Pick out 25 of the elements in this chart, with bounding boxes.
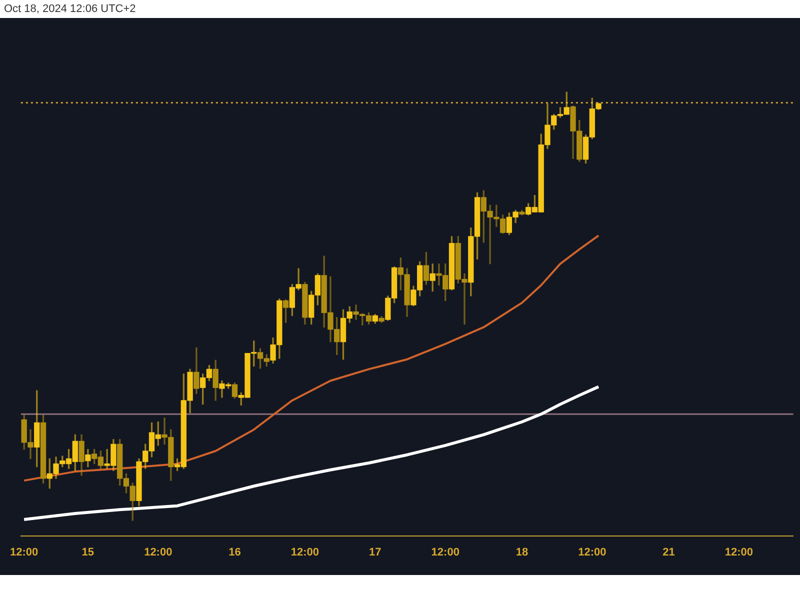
candlestick — [212, 360, 218, 401]
candlestick — [282, 299, 289, 323]
candlestick — [302, 282, 308, 325]
candlestick — [78, 434, 84, 476]
x-tick-label: 16 — [228, 546, 241, 558]
x-tick-label: 15 — [82, 546, 94, 558]
candlestick — [430, 264, 436, 292]
candlestick — [519, 210, 525, 216]
candlestick — [448, 236, 455, 290]
x-tick-label: 21 — [662, 546, 675, 558]
x-tick-label: 12:00 — [10, 546, 38, 558]
x-tick-label: 12:00 — [144, 546, 172, 558]
x-tick-label: 12:00 — [431, 546, 460, 558]
candlestick — [378, 316, 384, 323]
candlestick — [40, 414, 46, 484]
candlestick — [232, 382, 238, 399]
x-tick-label: 12:00 — [290, 546, 320, 558]
text: Oct 18, 2024 12:06 UTC+2 — [4, 3, 136, 15]
x-tick-label: 17 — [369, 546, 382, 558]
candlestick — [85, 448, 91, 468]
candlestick — [194, 347, 200, 394]
x-tick-label: 18 — [516, 546, 528, 558]
x-tick-label: 12:00 — [724, 546, 754, 558]
candlestick — [34, 390, 40, 468]
x-tick-label: 12:00 — [578, 546, 606, 558]
